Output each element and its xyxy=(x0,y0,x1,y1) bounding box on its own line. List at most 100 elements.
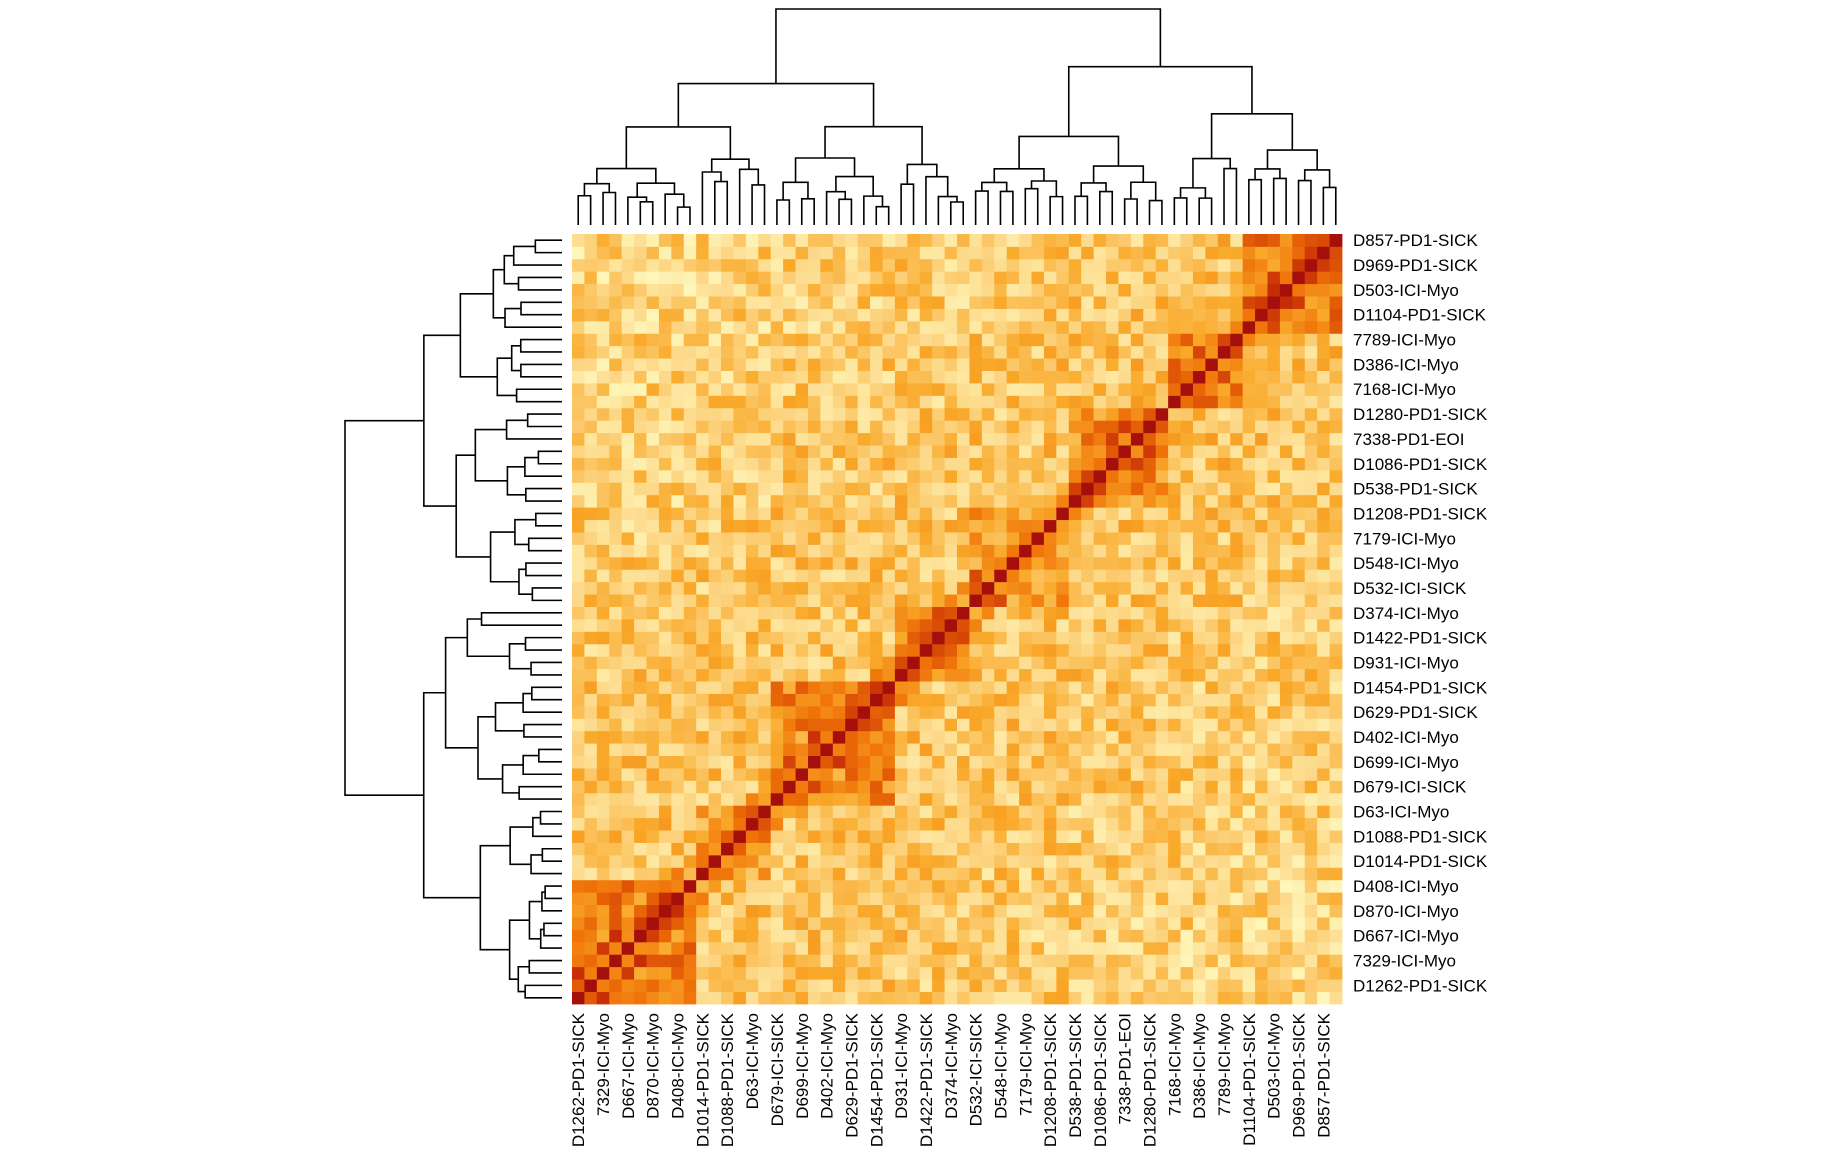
heatmap-cell xyxy=(1143,395,1157,409)
heatmap-cell xyxy=(758,370,772,384)
heatmap-cell xyxy=(758,246,772,260)
heatmap-cell xyxy=(1317,296,1330,309)
heatmap-cell xyxy=(1329,507,1343,521)
heatmap-cell xyxy=(795,606,809,620)
heatmap-cell xyxy=(634,991,647,1005)
heatmap-cell xyxy=(770,817,784,831)
heatmap-cell xyxy=(1019,407,1032,421)
heatmap-cell xyxy=(1317,929,1330,943)
dendrogram-branch xyxy=(838,198,853,225)
heatmap-cell xyxy=(1081,929,1095,943)
heatmap-cell xyxy=(783,333,796,347)
heatmap-cell xyxy=(758,345,772,359)
heatmap-cell xyxy=(1043,681,1057,694)
heatmap-cell xyxy=(870,842,883,856)
heatmap-cell xyxy=(894,271,908,285)
heatmap-cell xyxy=(572,966,585,980)
heatmap-cell xyxy=(1155,656,1169,670)
heatmap-cell xyxy=(733,383,747,396)
heatmap-cell xyxy=(1093,643,1107,657)
heatmap-cell xyxy=(1217,569,1231,583)
heatmap-cell xyxy=(1081,234,1095,247)
heatmap-cell xyxy=(646,258,660,272)
heatmap-cell xyxy=(696,805,710,819)
row-label: D679-ICI-SICK xyxy=(1353,778,1467,797)
heatmap-cell xyxy=(1304,370,1318,384)
heatmap-cell xyxy=(1019,743,1032,757)
heatmap-cell xyxy=(1242,320,1256,334)
heatmap-cell xyxy=(1081,619,1095,632)
heatmap-cell xyxy=(708,631,722,645)
heatmap-cell xyxy=(882,258,896,272)
heatmap-cell xyxy=(932,544,945,558)
heatmap-cell xyxy=(572,656,585,670)
heatmap-cell xyxy=(1068,296,1082,309)
heatmap-cell xyxy=(795,631,809,645)
heatmap-cell xyxy=(795,383,809,396)
heatmap-cell xyxy=(758,693,772,707)
heatmap-cell xyxy=(969,805,983,819)
heatmap-cell xyxy=(845,805,859,819)
heatmap-cell xyxy=(1242,432,1256,446)
heatmap-cell xyxy=(832,668,846,682)
heatmap-cell xyxy=(770,296,784,309)
heatmap-cell xyxy=(596,258,610,272)
heatmap-cell xyxy=(572,532,585,545)
heatmap-cell xyxy=(584,681,598,694)
heatmap-cell xyxy=(870,445,883,458)
heatmap-cell xyxy=(969,954,983,968)
heatmap-cell xyxy=(857,979,871,992)
heatmap-cell xyxy=(919,246,933,260)
heatmap-cell xyxy=(1292,854,1306,868)
heatmap-cell xyxy=(870,246,883,260)
heatmap-cell xyxy=(1192,817,1206,831)
heatmap-cell xyxy=(870,979,883,992)
heatmap-cell xyxy=(820,358,834,372)
heatmap-cell xyxy=(845,457,859,471)
heatmap-cell xyxy=(1068,234,1082,247)
heatmap-cell xyxy=(646,320,660,334)
heatmap-cell xyxy=(696,643,710,657)
heatmap-cell xyxy=(1056,519,1070,533)
heatmap-cell xyxy=(596,643,610,657)
heatmap-cell xyxy=(1130,544,1144,558)
heatmap-cell xyxy=(994,407,1008,421)
heatmap-cell xyxy=(683,556,697,570)
heatmap-cell xyxy=(1242,606,1256,620)
heatmap-cell xyxy=(770,619,784,632)
heatmap-cell xyxy=(820,991,834,1005)
heatmap-cell xyxy=(1031,904,1045,918)
heatmap-cell xyxy=(1068,482,1082,496)
dendrogram-branch xyxy=(544,885,562,900)
heatmap-cell xyxy=(820,407,834,421)
heatmap-cell xyxy=(1242,792,1256,806)
heatmap-cell xyxy=(1192,333,1206,347)
heatmap-cell xyxy=(1279,234,1293,247)
heatmap-cell xyxy=(820,283,834,297)
heatmap-cell xyxy=(745,681,759,694)
heatmap-cell xyxy=(795,681,809,694)
heatmap-cell xyxy=(1267,619,1281,632)
heatmap-cell xyxy=(683,668,697,682)
heatmap-cell xyxy=(1118,320,1132,334)
heatmap-cell xyxy=(696,432,710,446)
heatmap-cell xyxy=(907,420,921,434)
heatmap-cell xyxy=(1255,395,1268,409)
heatmap-cell xyxy=(932,246,945,260)
heatmap-cell xyxy=(1192,656,1206,670)
heatmap-cell xyxy=(1192,954,1206,968)
heatmap-cell xyxy=(1143,333,1157,347)
heatmap-cell xyxy=(1217,743,1231,757)
heatmap-cell xyxy=(845,755,859,769)
heatmap-cell xyxy=(696,718,710,732)
heatmap-cell xyxy=(1019,631,1032,645)
row-label: D1088-PD1-SICK xyxy=(1353,827,1488,846)
heatmap-cell xyxy=(683,954,697,968)
heatmap-cell xyxy=(1093,345,1107,359)
heatmap-cell xyxy=(783,805,796,819)
heatmap-cell xyxy=(596,904,610,918)
heatmap-cell xyxy=(1255,370,1268,384)
heatmap-cell xyxy=(1242,755,1256,769)
dendrogram-branch xyxy=(999,190,1014,225)
heatmap-cell xyxy=(1329,941,1343,955)
